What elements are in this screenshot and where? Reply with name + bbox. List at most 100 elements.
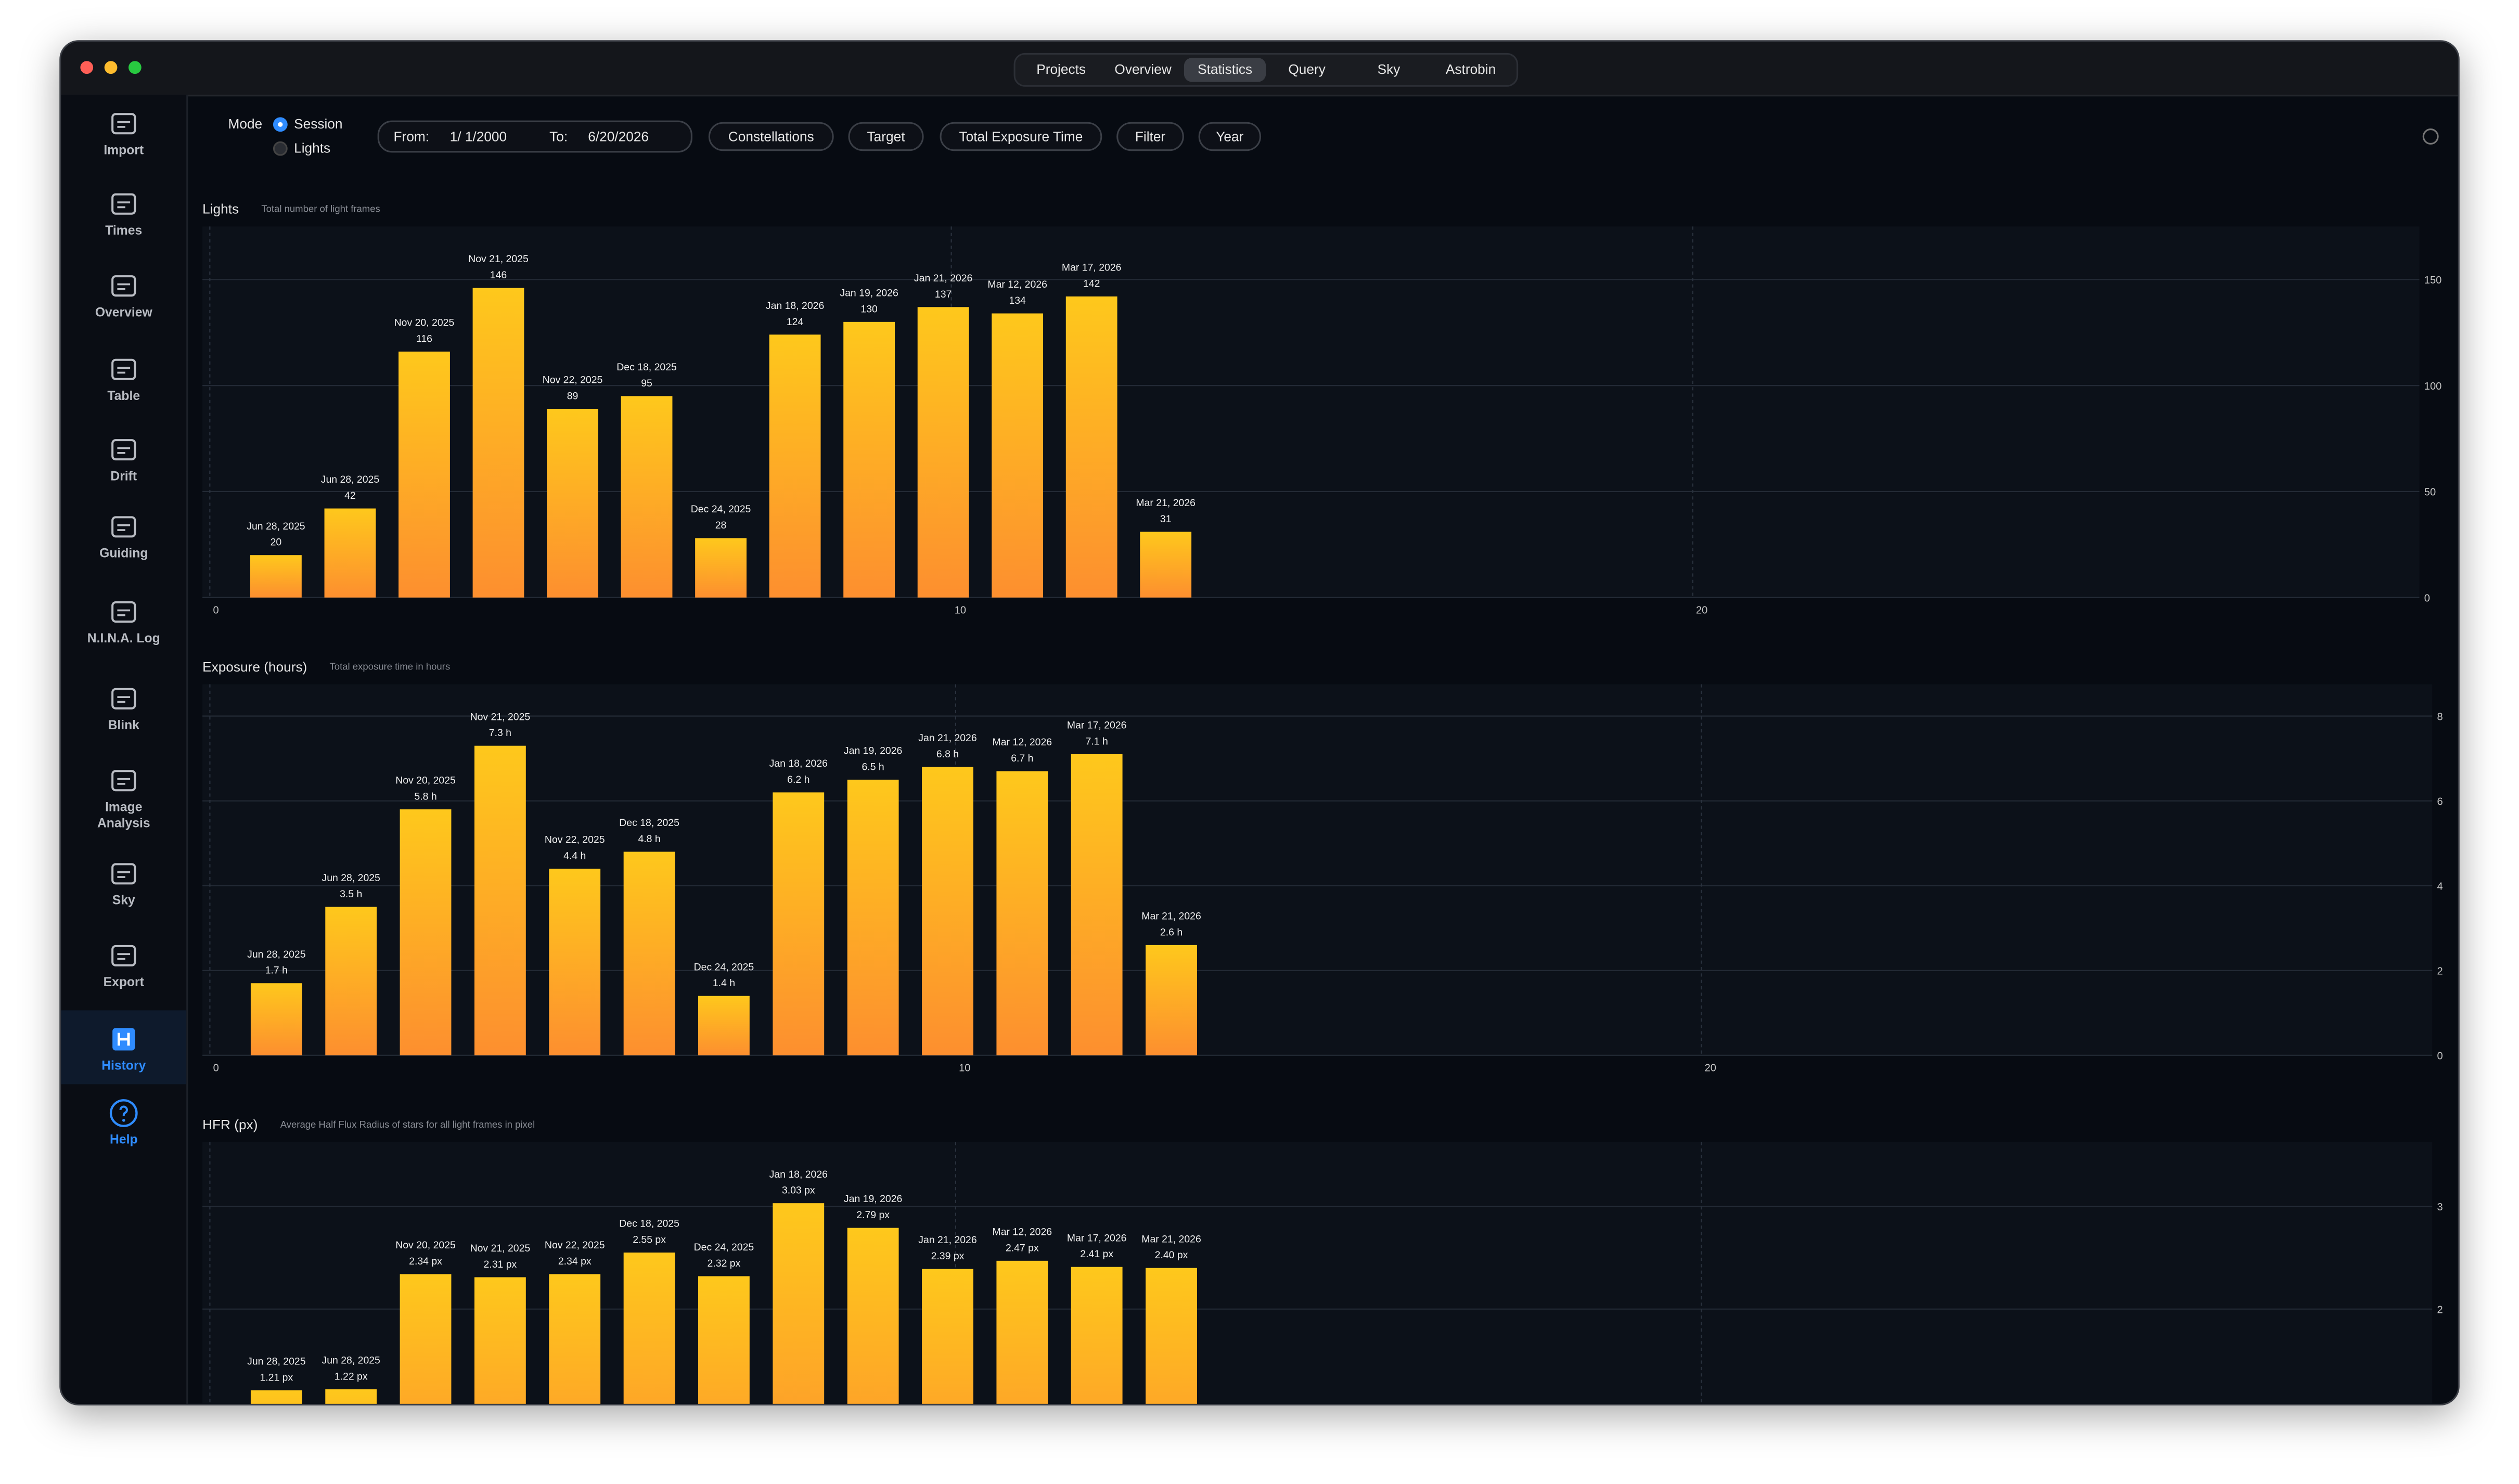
bar [621, 396, 673, 598]
sidebar-label: Help [109, 1132, 138, 1147]
y-tick-label: 2 [2437, 965, 2443, 977]
bar-value-label: 42 [344, 490, 356, 501]
bar [922, 767, 973, 1055]
chart-subtitle: Total number of light frames [261, 203, 380, 214]
bar [400, 809, 452, 1055]
bar [773, 1203, 825, 1404]
chart-subtitle: Total exposure time in hours [330, 661, 451, 672]
sidebar-item[interactable]: Export [61, 939, 186, 991]
bar-date-label: Jun 28, 2025 [247, 949, 305, 960]
sidebar-item[interactable]: Blink [61, 682, 186, 734]
filter-button[interactable]: Target [848, 122, 924, 151]
bar [324, 508, 376, 598]
sidebar-item[interactable]: Help [61, 1097, 186, 1149]
bar-value-label: 134 [1009, 295, 1026, 306]
minimize-button[interactable] [104, 61, 118, 74]
sidebar-item[interactable]: Sky [61, 858, 186, 909]
x-tick-label: 0 [213, 1063, 219, 1074]
x-tick-label: 20 [1705, 1063, 1716, 1074]
tab[interactable]: Statistics [1184, 58, 1266, 82]
bar [549, 1274, 601, 1404]
bar-value-label: 20 [271, 537, 282, 548]
y-tick-label: 0 [2424, 592, 2430, 604]
bar [623, 1253, 675, 1404]
bar [1071, 1267, 1123, 1404]
from-date[interactable]: 1/ 1/2000 [449, 128, 507, 145]
sidebar-item[interactable]: Drift [61, 434, 186, 485]
sidebar-item[interactable]: Import [61, 108, 186, 159]
bar-value-label: 1.21 px [260, 1372, 293, 1383]
bar [623, 851, 675, 1055]
y-tick-label: 2 [2437, 1304, 2443, 1315]
sidebar-item[interactable]: Table [61, 353, 186, 405]
bar-date-label: Jun 28, 2025 [322, 872, 380, 884]
bar-date-label: Dec 18, 2025 [616, 362, 677, 373]
bar-value-label: 2.34 px [409, 1256, 442, 1267]
bar-value-label: 2.31 px [484, 1259, 517, 1270]
bar [847, 1228, 899, 1404]
close-button[interactable] [80, 61, 94, 74]
bar-value-label: 5.8 h [414, 791, 436, 802]
sidebar-item[interactable]: Times [61, 188, 186, 239]
bar-value-label: 2.34 px [558, 1256, 592, 1267]
sidebar-item[interactable]: Image Analysis [61, 765, 186, 832]
radio-button[interactable] [273, 117, 288, 132]
bar [325, 1389, 377, 1404]
bar-date-label: Mar 12, 2026 [987, 279, 1047, 290]
tab[interactable]: Astrobin [1445, 61, 1496, 78]
sidebar-icon [111, 193, 136, 215]
x-tick-label: 10 [955, 605, 966, 616]
sidebar-item[interactable]: History [61, 1010, 187, 1085]
settings-button[interactable] [2422, 128, 2439, 145]
bar-value-label: 95 [641, 378, 652, 389]
filter-button[interactable]: Year [1198, 122, 1262, 151]
tab[interactable]: Overview [1114, 61, 1172, 78]
filter-button[interactable]: Constellations [708, 122, 834, 151]
chart-title: HFR (px) [202, 1117, 258, 1132]
bar-date-label: Nov 21, 2025 [468, 253, 529, 265]
bar [695, 538, 747, 598]
bar-date-label: Mar 17, 2026 [1067, 720, 1127, 731]
bar-date-label: Dec 18, 2025 [619, 817, 679, 829]
bar [698, 996, 750, 1055]
y-tick-label: 4 [2437, 881, 2443, 892]
sidebar-item[interactable]: Overview [61, 270, 186, 321]
bar [996, 771, 1048, 1055]
bar [847, 779, 899, 1055]
bar-date-label: Jan 21, 2026 [918, 732, 976, 744]
y-tick-label: 100 [2424, 381, 2441, 392]
radio-label[interactable]: Lights [294, 139, 331, 156]
bar-date-label: Nov 22, 2025 [545, 834, 605, 846]
to-date[interactable]: 6/20/2026 [588, 128, 649, 145]
y-tick-label: 50 [2424, 487, 2436, 498]
bar [400, 1274, 452, 1404]
bar [992, 313, 1044, 598]
sidebar-icon [111, 275, 136, 297]
tab[interactable]: Sky [1377, 61, 1400, 78]
filter-button[interactable]: Filter [1116, 122, 1184, 151]
bar-value-label: 2.55 px [633, 1234, 666, 1246]
bar [474, 745, 526, 1055]
radio-label[interactable]: Session [294, 115, 343, 132]
bar-date-label: Jan 21, 2026 [918, 1234, 976, 1246]
bar-date-label: Jan 18, 2026 [766, 300, 824, 312]
bar-date-label: Dec 18, 2025 [619, 1218, 679, 1230]
bar-value-label: 1.7 h [265, 965, 288, 976]
tab[interactable]: Query [1288, 61, 1326, 78]
bar [1071, 754, 1123, 1055]
tab[interactable]: Projects [1036, 61, 1086, 78]
chart-subtitle: Average Half Flux Radius of stars for al… [280, 1119, 535, 1130]
zoom-button[interactable] [128, 61, 142, 74]
bar-date-label: Jan 19, 2026 [840, 287, 898, 299]
radio-button[interactable] [273, 141, 288, 156]
bar-value-label: 2.79 px [856, 1209, 890, 1221]
bar-date-label: Dec 24, 2025 [691, 504, 751, 515]
sidebar-icon [111, 358, 136, 380]
sidebar-item[interactable]: Guiding [61, 511, 186, 562]
bar [250, 1390, 302, 1404]
filter-button[interactable]: Total Exposure Time [940, 122, 1102, 151]
sidebar-icon [109, 1099, 138, 1127]
sidebar-item[interactable]: N.I.N.A. Log [61, 596, 186, 648]
y-tick-label: 0 [2437, 1051, 2443, 1062]
bar-value-label: 28 [715, 520, 727, 531]
